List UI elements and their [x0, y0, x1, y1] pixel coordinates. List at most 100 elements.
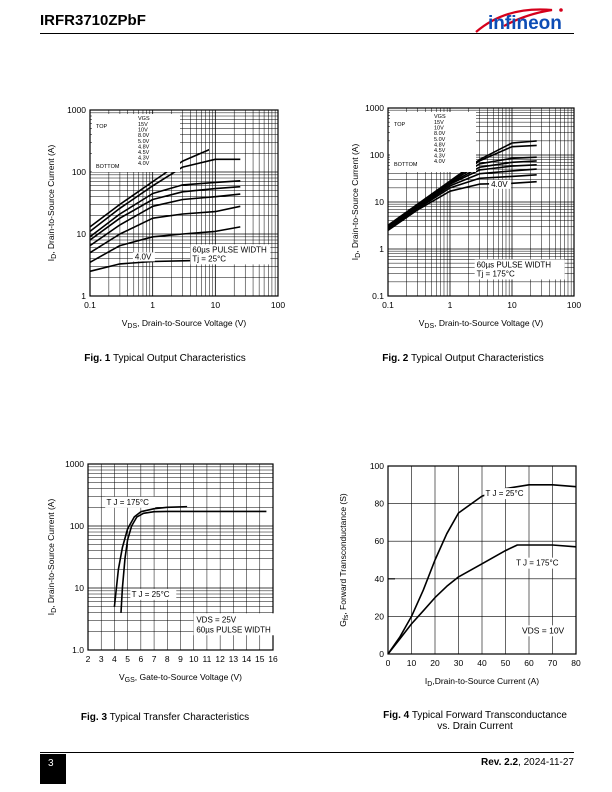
- document-title: IRFR3710ZPbF: [40, 12, 146, 29]
- infineon-logo-icon: infineon: [475, 8, 563, 34]
- label-tj-25: T J = 25°C: [132, 590, 170, 599]
- label-box-175: [105, 496, 156, 508]
- x-tick-label: 15: [255, 654, 265, 664]
- series-line-t-j-25-c: [387, 484, 577, 655]
- x-tick-label: 2: [86, 654, 91, 664]
- y-axis-label: ID, Drain-to-Source Current (A): [46, 145, 58, 262]
- x-tick-label: 40: [477, 658, 487, 668]
- y-axis-label-main: I: [46, 259, 56, 261]
- legend-value: 5.0V: [434, 137, 446, 143]
- note-pulse-width: 60µs PULSE WIDTH: [196, 625, 271, 634]
- revision: Rev. 2.2, 2024-11-27: [480, 757, 574, 768]
- series-line-8-0v: [89, 180, 241, 238]
- legend-value: 4.8V: [434, 142, 446, 148]
- x-tick-label: 100: [567, 300, 581, 310]
- x-tick-label: 5: [125, 654, 130, 664]
- curve-label-4v: 4.0V: [135, 252, 152, 261]
- x-tick-label: 9: [178, 654, 183, 664]
- legend-box: [390, 112, 476, 172]
- x-axis-label: VDS, Drain-to-Source Voltage (V): [122, 318, 247, 330]
- legend-bottom-label: BOTTOM: [394, 162, 418, 168]
- x-tick-label: 10: [507, 300, 517, 310]
- x-axis-label-rest: , Drain-to-Source Voltage (V): [137, 318, 246, 328]
- y-tick-label: 60: [375, 536, 385, 546]
- x-tick-label: 60: [524, 658, 534, 668]
- figure-4-transconductance: 0 10 20 30 40 50 60 70 80 0 20 40 60 80 100 ID,Drain-to…: [338, 461, 581, 688]
- note-pulse-width: 60µs PULSE WIDTH: [477, 260, 552, 269]
- x-tick-label: 0.1: [84, 300, 96, 310]
- legend-value: 10V: [138, 128, 148, 134]
- legend-value: 10V: [434, 126, 444, 132]
- x-tick-label: 50: [501, 658, 511, 668]
- y-tick-label: 1: [379, 244, 384, 254]
- plot-frame: [387, 107, 575, 297]
- y-tick-label: 1: [81, 291, 86, 301]
- series-line-10v: [89, 158, 241, 233]
- y-tick-label: 1000: [67, 105, 86, 115]
- y-axis-label-rest: , Drain-to-Source Current (A): [46, 145, 56, 254]
- legend-value: 8.0V: [434, 131, 446, 137]
- x-tick-label: 16: [268, 654, 278, 664]
- label-box-175: [514, 557, 563, 569]
- series-line-t-j-175-c: [387, 544, 577, 655]
- x-tick-label: 6: [138, 654, 143, 664]
- legend-value: 15V: [138, 122, 148, 128]
- caption-fig-3: Fig. 3 Typical Transfer Characteristics: [80, 712, 250, 723]
- x-axis-label-sub: GS: [125, 677, 135, 684]
- x-tick-label: 13: [229, 654, 239, 664]
- header-rule: [40, 33, 574, 34]
- x-tick-label: 14: [242, 654, 252, 664]
- legend-top-label: TOP: [394, 122, 406, 128]
- x-tick-label: 7: [152, 654, 157, 664]
- label-tj-175: T J = 175°C: [107, 498, 150, 507]
- y-axis-label-sub: fs: [343, 614, 350, 620]
- legend-value: 4.0V: [138, 161, 150, 167]
- plot-frame: [89, 109, 279, 297]
- y-tick-label: 100: [70, 521, 84, 531]
- y-axis-label-rest: , Drain-to-Source Current (A): [46, 499, 56, 608]
- y-tick-label: 10: [375, 197, 385, 207]
- y-tick-label: 1000: [365, 103, 384, 113]
- y-tick-label: 100: [370, 461, 384, 471]
- x-axis-label-rest: , Gate-to-Source Voltage (V): [135, 672, 242, 682]
- caption-fig-2: Fig. 2 Typical Output Characteristics: [382, 353, 544, 364]
- y-tick-label: 0.1: [372, 291, 384, 301]
- y-tick-label: 100: [370, 150, 384, 160]
- y-axis-label-rest: , Drain-to-Source Current (A): [350, 144, 360, 253]
- series-line-4-5v: [387, 168, 537, 230]
- x-axis-label-main: I: [425, 676, 427, 686]
- label-tj-25: T J = 25°C: [486, 489, 524, 498]
- note-box: [474, 259, 565, 280]
- x-axis-label: ID,Drain-to-Source Current (A): [425, 676, 539, 688]
- x-tick-label: 0.1: [382, 300, 394, 310]
- series-line-15v: [89, 148, 210, 228]
- y-axis-label-sub: D: [51, 254, 58, 259]
- x-tick-label: 12: [215, 654, 225, 664]
- curve-label-box: [132, 252, 155, 262]
- x-axis-label-main: V: [122, 318, 128, 328]
- legend-value: 4.3V: [138, 156, 150, 162]
- y-tick-label: 80: [375, 499, 385, 509]
- series-line-4-3v: [89, 226, 241, 263]
- x-tick-label: 4: [112, 654, 117, 664]
- legend-header: VGS: [138, 116, 150, 122]
- series-line-4-8v: [89, 193, 241, 247]
- y-tick-label: 0: [379, 649, 384, 659]
- x-tick-label: 100: [271, 300, 285, 310]
- note-vds: VDS = 10V: [522, 625, 565, 635]
- note-box: [193, 613, 280, 636]
- legend-value: 4.3V: [434, 154, 446, 160]
- x-tick-label: 70: [548, 658, 558, 668]
- label-box-25: [130, 588, 177, 600]
- x-tick-label: 3: [99, 654, 104, 664]
- y-tick-label: 20: [375, 611, 385, 621]
- curve-label-box: [489, 179, 512, 189]
- y-axis-label-main: G: [338, 620, 348, 627]
- legend-value: 15V: [434, 120, 444, 126]
- label-tj-175: T J = 175°C: [516, 559, 559, 568]
- x-axis-label-rest: ,Drain-to-Source Current (A): [432, 676, 539, 686]
- y-tick-label: 40: [375, 574, 385, 584]
- note-box: [519, 625, 570, 637]
- legend-value: 4.5V: [138, 150, 150, 156]
